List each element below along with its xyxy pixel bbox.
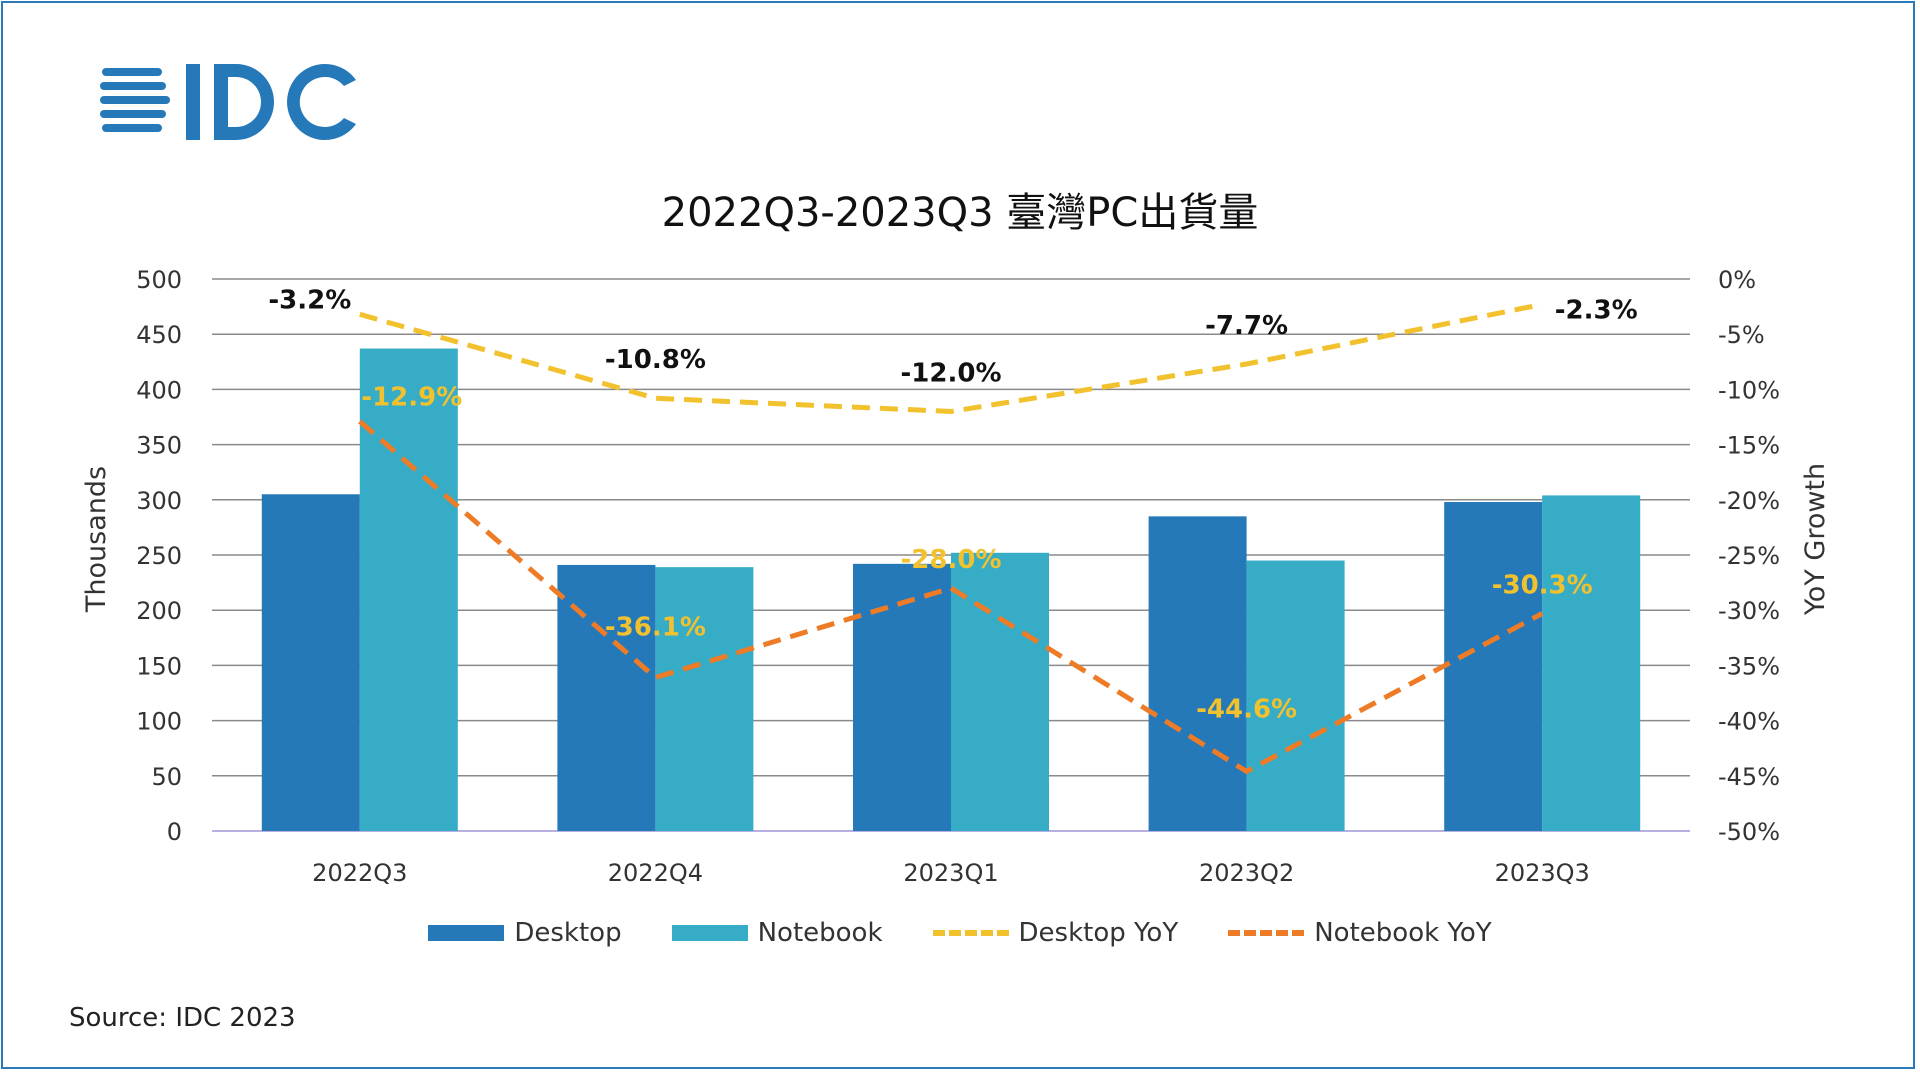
data-label: -7.7% [1205, 311, 1288, 341]
legend-desktop: Desktop [428, 918, 622, 948]
y-tick-label: 450 [136, 321, 182, 349]
legend: Desktop Notebook Desktop YoY Notebook Yo… [0, 918, 1920, 948]
legend-swatch-notebook-yoy [1228, 930, 1305, 936]
y2-tick-label: -30% [1718, 597, 1780, 625]
y-axis-label: Thousands [81, 466, 112, 613]
data-label: -30.3% [1492, 571, 1593, 601]
chart-plot: 0 50 100 150 200 250 300 350 400 450 500 0% -5% -10% -… [81, 266, 1831, 887]
legend-label: Notebook YoY [1314, 918, 1492, 948]
y2-tick-label: -40% [1718, 708, 1780, 736]
y-tick-label: 150 [136, 652, 182, 680]
legend-swatch-desktop [428, 925, 505, 941]
y-tick-label: 400 [136, 376, 182, 404]
x-tick-label: 2023Q2 [1199, 859, 1294, 887]
x-tick-label: 2022Q4 [608, 859, 703, 887]
legend-notebook: Notebook [671, 918, 883, 948]
legend-notebook-yoy: Notebook YoY [1228, 918, 1492, 948]
data-label: -44.6% [1196, 694, 1297, 724]
y-tick-label: 50 [151, 763, 182, 791]
data-label: -12.9% [361, 382, 462, 412]
data-label: -3.2% [268, 285, 351, 315]
y-tick-label: 0 [167, 818, 182, 846]
legend-swatch-desktop-yoy [932, 930, 1009, 936]
bar-notebook [359, 348, 458, 831]
idc-logo [100, 64, 356, 140]
y-tick-label: 300 [136, 487, 182, 515]
y2-tick-label: -35% [1718, 652, 1780, 680]
bar-notebook [1542, 495, 1641, 831]
y2-axis-label: YoY Growth [1800, 463, 1831, 616]
data-label: -10.8% [605, 345, 706, 375]
data-label: -2.3% [1555, 295, 1638, 325]
legend-label: Desktop YoY [1018, 918, 1179, 948]
x-tick-label: 2023Q3 [1495, 859, 1590, 887]
y-tick-label: 200 [136, 597, 182, 625]
y2-tick-label: -5% [1718, 321, 1765, 349]
y-tick-label: 500 [136, 266, 182, 294]
chart-title: 2022Q3-2023Q3 臺灣PC出貨量 [661, 190, 1259, 236]
bar-desktop [261, 494, 360, 831]
data-label: -36.1% [605, 613, 706, 643]
x-tick-label: 2022Q3 [312, 859, 407, 887]
y2-tick-label: -15% [1718, 432, 1780, 460]
y2-tick-label: -50% [1718, 818, 1780, 846]
line-notebook-yoy [358, 419, 1544, 775]
y2-tick-label: -45% [1718, 763, 1780, 791]
y2-tick-label: 0% [1718, 266, 1756, 294]
bar-desktop [853, 563, 951, 831]
y2-tick-label: -20% [1718, 487, 1780, 515]
legend-desktop-yoy: Desktop YoY [932, 918, 1179, 948]
bar-notebook [1246, 560, 1345, 831]
source-note: Source: IDC 2023 [69, 1003, 296, 1033]
data-label: -28.0% [901, 545, 1002, 575]
bar-desktop [1444, 502, 1543, 831]
data-label: -12.0% [901, 358, 1002, 388]
x-tick-label: 2023Q1 [903, 859, 998, 887]
line-desktop-yoy [359, 301, 1543, 414]
bar-notebook [655, 567, 754, 831]
legend-swatch-notebook [671, 925, 748, 941]
y-tick-label: 250 [136, 542, 182, 570]
y-tick-label: 350 [136, 432, 182, 460]
y2-tick-label: -25% [1718, 542, 1780, 570]
bar-notebook [951, 552, 1049, 831]
legend-label: Desktop [514, 918, 622, 948]
y2-tick-label: -10% [1718, 376, 1780, 404]
y-tick-label: 100 [136, 708, 182, 736]
legend-label: Notebook [757, 918, 883, 948]
bar-desktop [1148, 516, 1247, 831]
